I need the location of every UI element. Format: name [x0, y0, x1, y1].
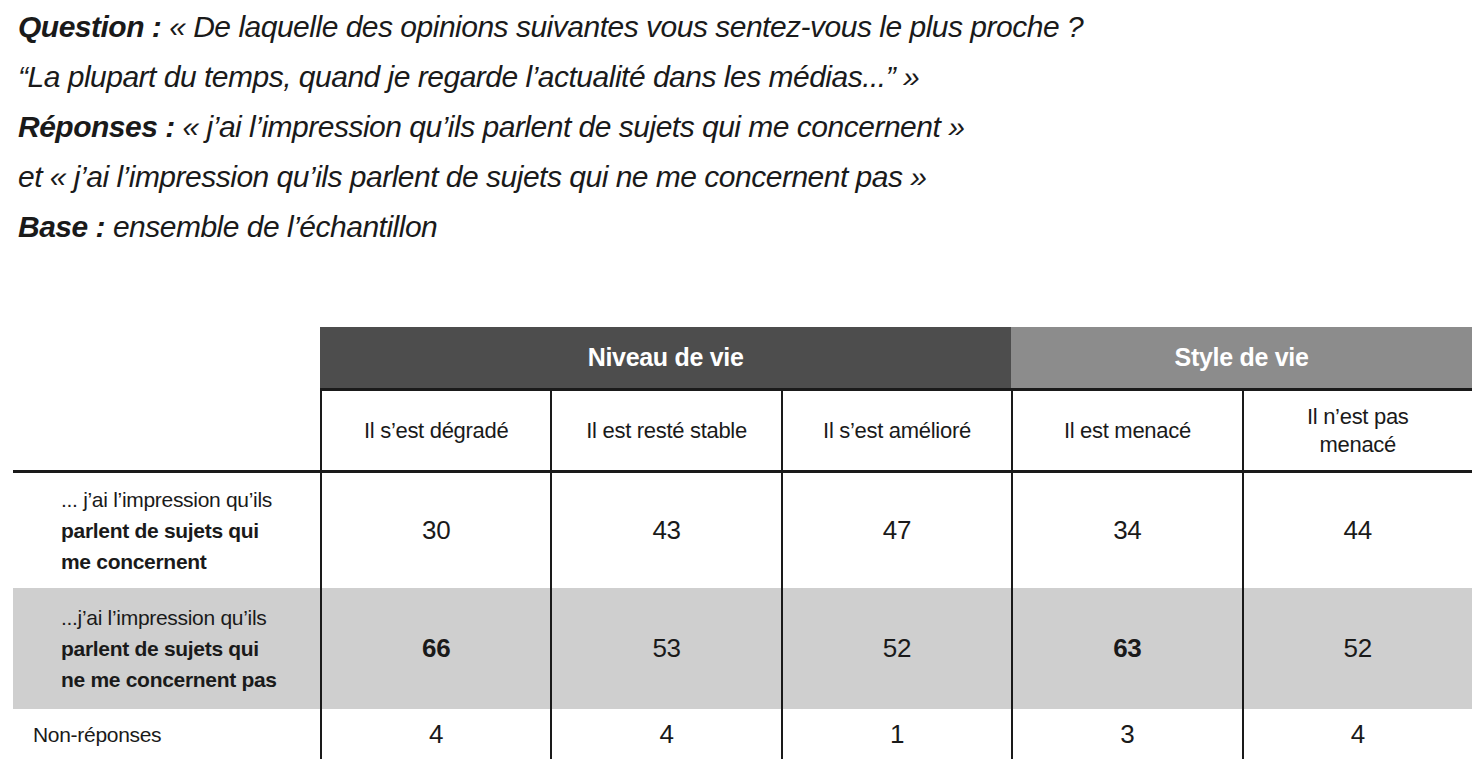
intro-line-et: et « j’ai l’impression qu’ils parlent de…: [18, 152, 1083, 202]
group-header-style-label: Style de vie: [1175, 343, 1309, 372]
value-cell: 47: [781, 473, 1011, 588]
question-block: Question : « De laquelle des opinions su…: [18, 2, 1083, 252]
group-header-niveau-de-vie: Niveau de vie: [320, 327, 1011, 388]
group-header-row: Niveau de vie Style de vie: [320, 327, 1472, 388]
value-cell: 53: [550, 588, 780, 709]
value-cell: 4: [320, 709, 550, 759]
value-cell: 63: [1011, 588, 1241, 709]
column-header-stable: Il est resté stable: [550, 391, 780, 470]
et-text: et « j’ai l’impression qu’ils parlent de…: [18, 160, 927, 193]
value-cell: 52: [781, 588, 1011, 709]
results-table: Niveau de vie Style de vie Il s’est dégr…: [13, 327, 1472, 759]
value-cell: 66: [320, 588, 550, 709]
group-header-niveau-label: Niveau de vie: [588, 343, 744, 372]
value-cell: 34: [1011, 473, 1241, 588]
row-label-regular: ... j’ai l’impression qu’ils: [61, 484, 320, 515]
column-header-degrade: Il s’est dégradé: [320, 391, 550, 470]
column-header-menace: Il est menacé: [1011, 391, 1241, 470]
reponses-label: Réponses :: [18, 110, 175, 143]
column-header-pas-menace: Il n’est pas menacé: [1242, 391, 1472, 470]
column-header-row: Il s’est dégradé Il est resté stable Il …: [320, 391, 1472, 470]
base-text: ensemble de l’échantillon: [113, 210, 437, 243]
value-cell: 3: [1011, 709, 1241, 759]
reponses-text: « j’ai l’impression qu’ils parlent de su…: [183, 110, 965, 143]
quote-text: “La plupart du temps, quand je regarde l…: [18, 60, 919, 93]
group-header-style-de-vie: Style de vie: [1011, 327, 1472, 388]
question-text: « De laquelle des opinions suivantes vou…: [169, 10, 1083, 43]
row-label: ... j’ai l’impression qu’ils parlent de …: [13, 473, 320, 588]
value-cell: 30: [320, 473, 550, 588]
value-cell: 43: [550, 473, 780, 588]
row-label-regular: Non-réponses: [33, 719, 320, 750]
value-cell: 4: [1242, 709, 1472, 759]
table-row-concernent: ... j’ai l’impression qu’ils parlent de …: [13, 473, 1472, 588]
value-cell: 44: [1242, 473, 1472, 588]
row-label: Non-réponses: [13, 709, 320, 759]
value-cell: 52: [1242, 588, 1472, 709]
row-label: ...j’ai l’impression qu’ils parlent de s…: [13, 588, 320, 709]
intro-line-base: Base : ensemble de l’échantillon: [18, 202, 1083, 252]
value-cell: 4: [550, 709, 780, 759]
intro-line-question: Question : « De laquelle des opinions su…: [18, 2, 1083, 52]
base-label: Base :: [18, 210, 105, 243]
table-row-ne-concernent-pas: ...j’ai l’impression qu’ils parlent de s…: [13, 588, 1472, 709]
intro-line-reponses: Réponses : « j’ai l’impression qu’ils pa…: [18, 102, 1083, 152]
row-label-bold: parlent de sujets qui ne me concernent p…: [61, 633, 320, 695]
page: Question : « De laquelle des opinions su…: [0, 0, 1482, 784]
row-label-bold: parlent de sujets qui me concernent: [61, 515, 320, 577]
column-header-ameliore: Il s’est amélioré: [781, 391, 1011, 470]
question-label: Question :: [18, 10, 161, 43]
table-row-non-reponses: Non-réponses 4 4 1 3 4: [13, 709, 1472, 759]
row-label-regular: ...j’ai l’impression qu’ils: [61, 602, 320, 633]
value-cell: 1: [781, 709, 1011, 759]
intro-line-quote: “La plupart du temps, quand je regarde l…: [18, 52, 1083, 102]
